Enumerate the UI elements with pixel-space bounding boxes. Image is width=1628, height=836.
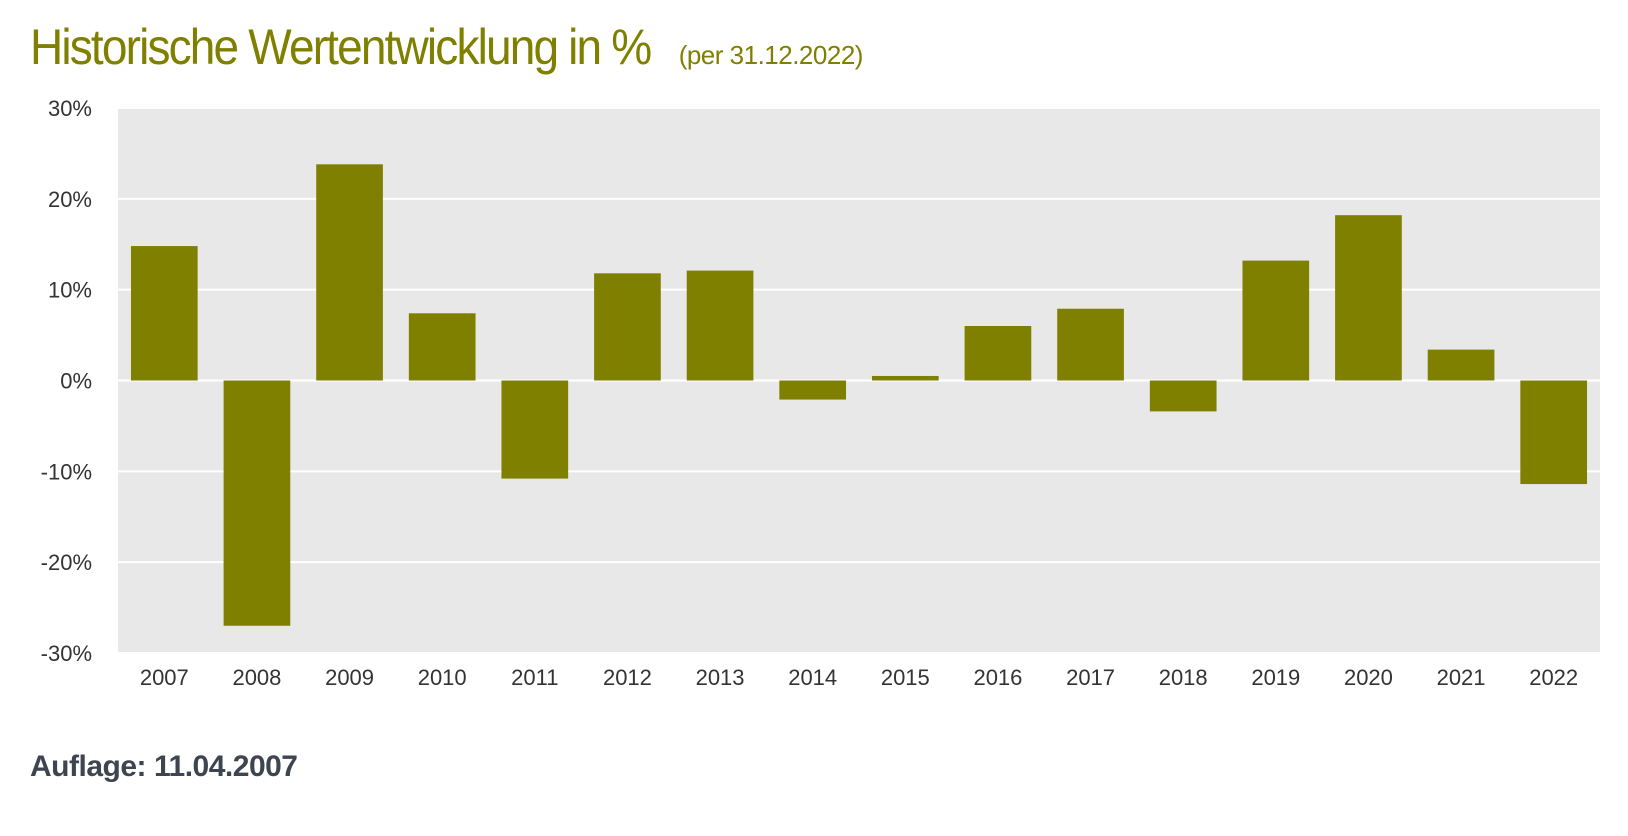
bar bbox=[1520, 380, 1588, 485]
x-tick-label: 2013 bbox=[696, 665, 745, 690]
bar bbox=[1057, 308, 1124, 381]
x-tick-label: 2015 bbox=[881, 665, 930, 690]
y-tick-label: 0% bbox=[60, 369, 92, 394]
y-tick-label: 20% bbox=[48, 187, 92, 212]
bar bbox=[223, 380, 291, 626]
chart-subtitle: (per 31.12.2022) bbox=[678, 40, 864, 70]
x-tick-label: 2019 bbox=[1251, 665, 1300, 690]
x-tick-label: 2011 bbox=[511, 665, 558, 690]
x-tick-label: 2014 bbox=[788, 665, 837, 690]
bar bbox=[408, 313, 476, 381]
x-tick-label: 2018 bbox=[1159, 665, 1208, 690]
x-tick-label: 2016 bbox=[973, 665, 1022, 690]
bar bbox=[130, 246, 198, 381]
bar bbox=[501, 380, 569, 479]
footer-value: 11.04.2007 bbox=[154, 750, 298, 783]
chart-title: Historische Wertentwicklung in % bbox=[30, 19, 652, 75]
x-tick-label: 2017 bbox=[1066, 665, 1115, 690]
x-tick-label: 2007 bbox=[140, 665, 189, 690]
x-axis-ticks: 2007 2008 2009 2010 2011 2012 2013 2014 2015 2016… bbox=[140, 665, 1578, 690]
bar bbox=[964, 326, 1032, 381]
x-tick-label: 2020 bbox=[1344, 665, 1393, 690]
footer-label: Auflage: bbox=[30, 750, 147, 783]
bar bbox=[1335, 215, 1402, 381]
bar bbox=[779, 380, 847, 400]
bar bbox=[1427, 349, 1495, 381]
chart-title-block: Historische Wertentwicklung in % (per 31… bbox=[30, 18, 863, 76]
bar bbox=[1149, 380, 1217, 412]
x-tick-label: 2008 bbox=[232, 665, 281, 690]
y-tick-label: 30% bbox=[48, 96, 92, 121]
x-tick-label: 2012 bbox=[603, 665, 652, 690]
y-tick-label: 10% bbox=[48, 278, 92, 303]
y-axis-ticks: 30% 20% 10% 0% -10% -20% -30% bbox=[41, 96, 92, 666]
x-tick-label: 2021 bbox=[1437, 665, 1486, 690]
footer: Auflage: 11.04.2007 bbox=[30, 750, 298, 784]
bar bbox=[871, 375, 939, 381]
bar bbox=[686, 270, 754, 381]
y-tick-label: -20% bbox=[41, 550, 92, 575]
y-tick-label: -10% bbox=[41, 459, 92, 484]
bars bbox=[130, 164, 1588, 626]
bar bbox=[316, 164, 383, 381]
bar bbox=[1242, 260, 1310, 381]
y-tick-label: -30% bbox=[41, 641, 92, 666]
bar bbox=[594, 273, 661, 381]
x-tick-label: 2009 bbox=[325, 665, 374, 690]
x-tick-label: 2010 bbox=[418, 665, 467, 690]
x-tick-label: 2022 bbox=[1529, 665, 1578, 690]
